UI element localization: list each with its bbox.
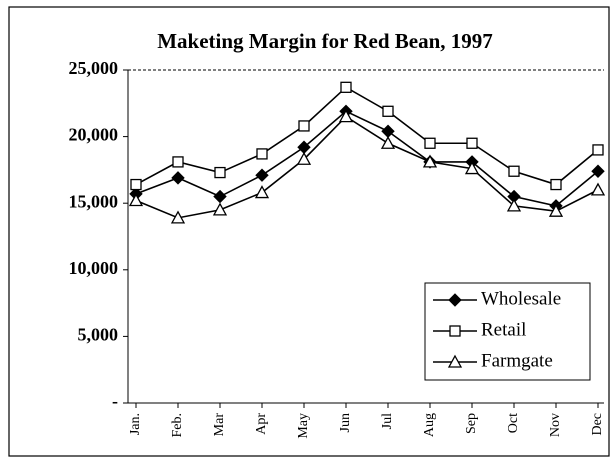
y-tick-label: 10,000: [69, 258, 119, 278]
marker: [296, 151, 312, 165]
x-tick-label: Apr: [254, 413, 269, 435]
x-tick-label: Aug: [422, 413, 437, 437]
marker: [508, 165, 520, 177]
marker: [255, 168, 269, 182]
series-line: [135, 86, 599, 186]
x-tick-label: Sep: [464, 413, 479, 434]
marker: [256, 148, 268, 160]
marker: [382, 105, 394, 117]
marker: [214, 166, 226, 179]
marker: [590, 182, 606, 196]
marker: [422, 154, 438, 168]
marker: [340, 81, 352, 93]
chart-title: Maketing Margin for Red Bean, 1997: [157, 29, 493, 53]
series-line: [135, 115, 599, 219]
y-tick-label: 5,000: [78, 325, 119, 345]
marker: [464, 161, 480, 175]
x-tick-label: Jun: [338, 413, 353, 432]
marker: [550, 178, 562, 191]
legend-label: Retail: [481, 319, 526, 340]
x-tick-label: Jul: [380, 413, 395, 429]
marker: [449, 325, 461, 337]
marker: [170, 210, 186, 224]
marker: [171, 171, 185, 185]
series-line: [135, 110, 599, 207]
marker: [298, 120, 310, 132]
y-tick-label: 25,000: [69, 58, 119, 78]
marker: [466, 137, 478, 149]
marker: [128, 193, 144, 207]
marker: [130, 178, 142, 191]
x-tick-label: Oct: [506, 413, 521, 433]
marker: [506, 198, 522, 212]
marker: [448, 293, 462, 307]
marker: [338, 109, 354, 123]
x-tick-label: Feb.: [170, 413, 185, 438]
legend: Wholesale Retail Farmgate: [424, 282, 591, 381]
x-tick-label: Jan.: [128, 413, 143, 435]
chart-frame: [8, 6, 610, 457]
marker: [212, 202, 228, 216]
y-tick-label: -: [112, 391, 118, 411]
marker: [591, 164, 605, 178]
x-tick-label: Dec: [590, 413, 605, 436]
x-tick-label: Nov: [548, 413, 563, 437]
marker: [254, 185, 270, 199]
y-tick-label: 15,000: [69, 191, 119, 211]
legend-label: Wholesale: [481, 288, 561, 309]
marker: [548, 203, 564, 217]
x-tick-label: May: [296, 413, 311, 439]
marker: [380, 135, 396, 149]
y-tick-label: 20,000: [69, 125, 119, 145]
marker: [592, 144, 604, 156]
marker: [172, 156, 184, 168]
marker: [424, 137, 436, 149]
legend-label: Farmgate: [481, 350, 553, 371]
marker: [447, 354, 463, 368]
x-tick-label: Mar: [212, 413, 227, 437]
